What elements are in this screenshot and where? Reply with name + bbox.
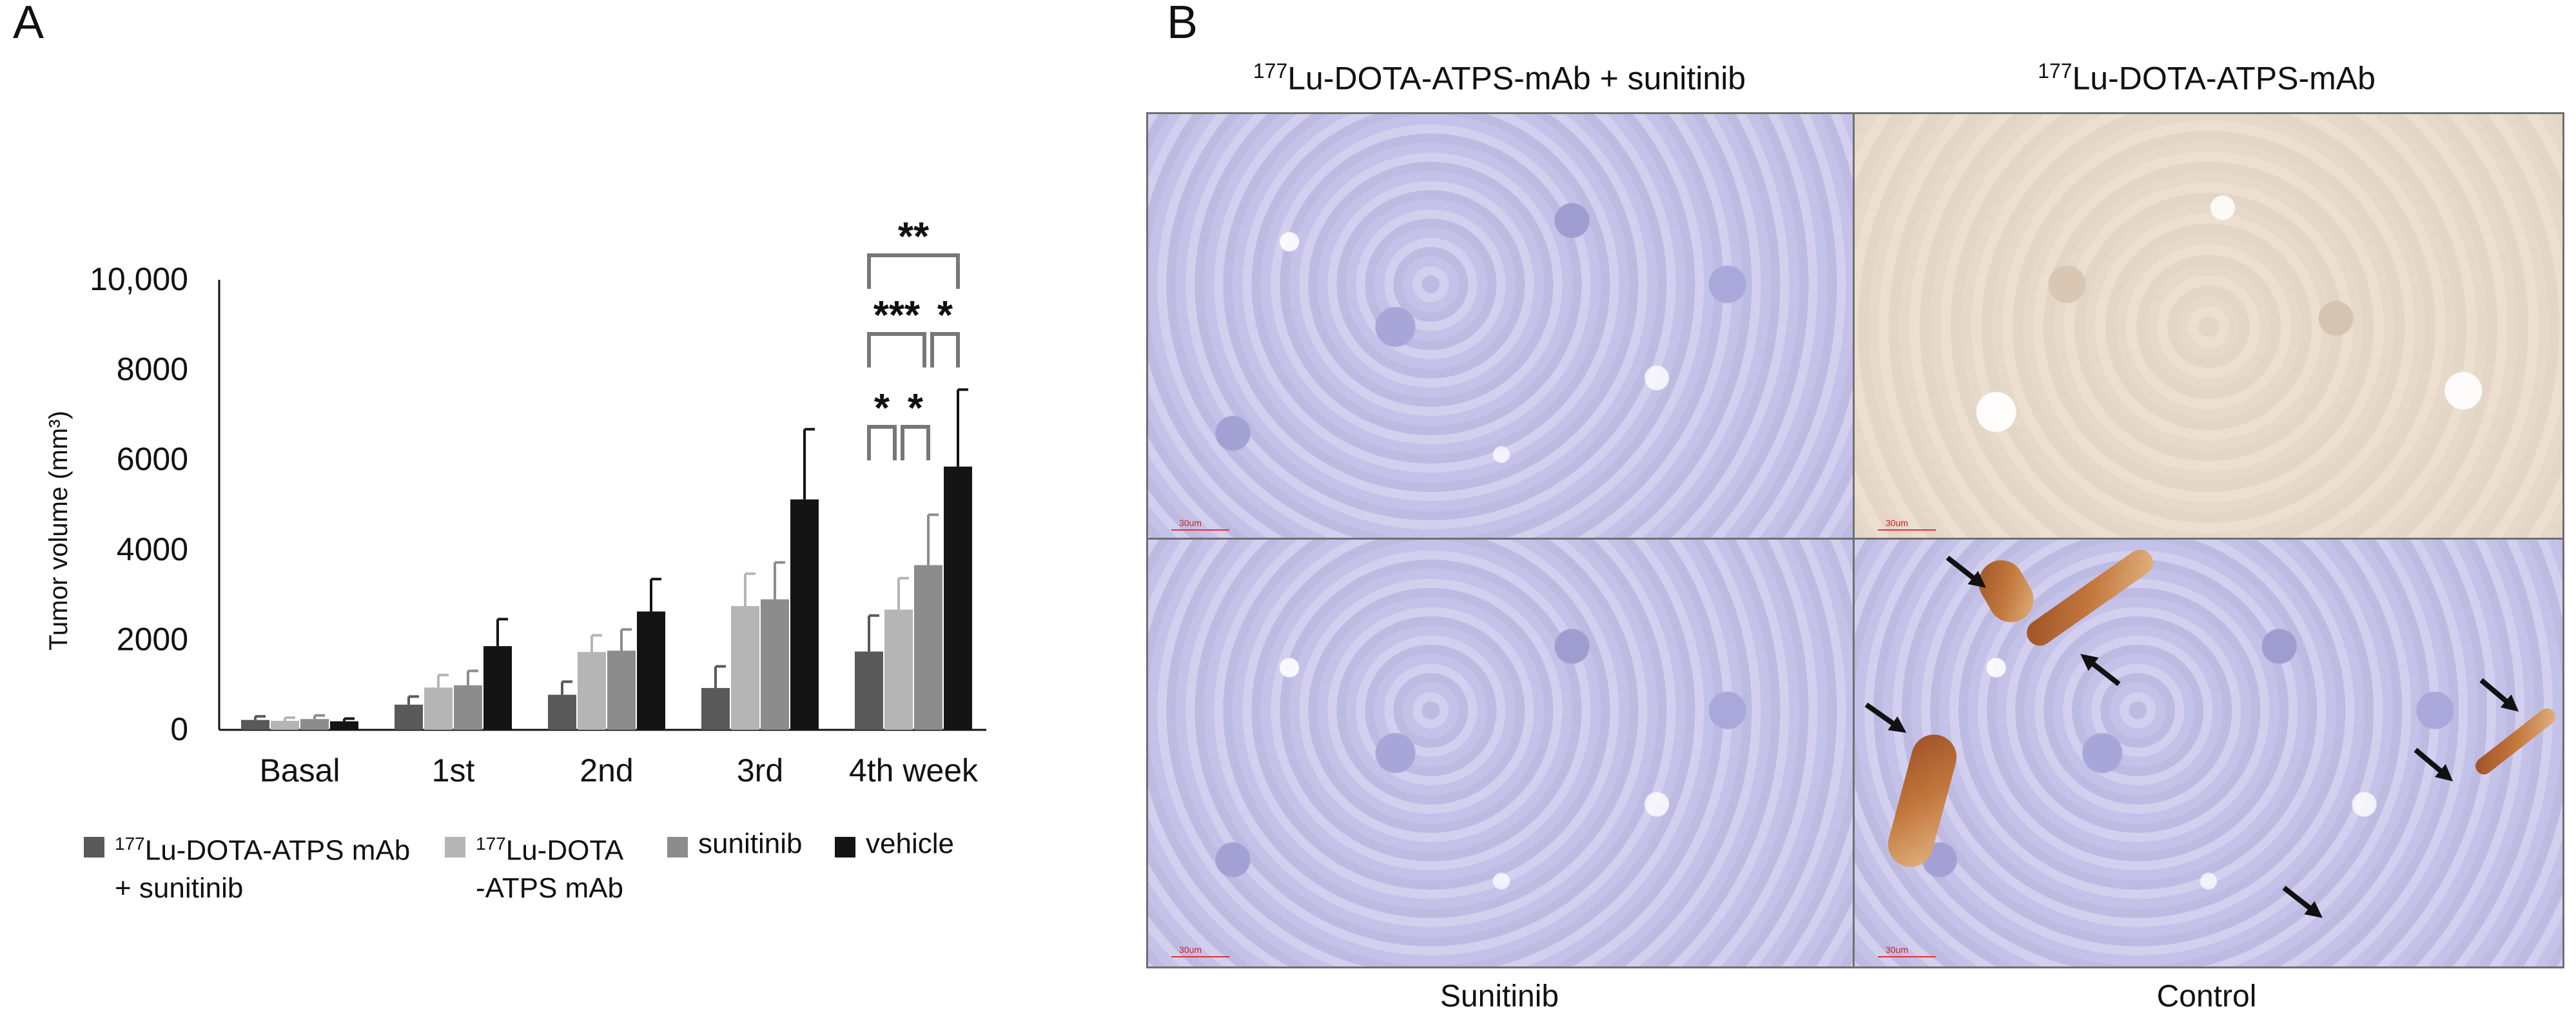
- x-tick-label: 3rd: [737, 752, 783, 789]
- legend-swatch-combo: [84, 837, 104, 858]
- arrow-icon: [2087, 659, 2121, 687]
- scale-bar: [1171, 529, 1229, 531]
- legend-item-vehicle: vehicle: [835, 825, 954, 863]
- scale-bar: [1878, 956, 1936, 957]
- x-tick-label: 4th week: [849, 752, 979, 789]
- legend-label-sunitinib: sunitinib: [698, 828, 803, 859]
- arrow-icon: [1946, 555, 1979, 583]
- y-tick-label: 4000: [117, 531, 188, 567]
- label-sunitinib: Sunitinib: [1439, 979, 1559, 1014]
- bar: [330, 721, 358, 730]
- panel-b-label: B: [1167, 0, 1198, 48]
- x-tick-label: Basal: [259, 752, 340, 789]
- x-tick-label: 1st: [432, 752, 475, 789]
- legend-swatch-sunitinib: [667, 837, 688, 858]
- bar: [761, 599, 789, 730]
- scale-label: 30um: [1886, 518, 1909, 528]
- label-control: Control: [2156, 979, 2257, 1014]
- bar: [790, 499, 819, 730]
- legend: 177Lu-DOTA-ATPS mAb + sunitinib 177Lu-DO…: [84, 825, 1147, 935]
- significance-bracket: [867, 332, 926, 368]
- arrow-icon: [2414, 747, 2446, 776]
- legend-item-mab: 177Lu-DOTA -ATPS mAb: [445, 825, 623, 907]
- stained-vessel: [2472, 705, 2559, 778]
- legend-swatch-vehicle: [835, 837, 855, 858]
- y-tick-label: 8000: [117, 351, 188, 387]
- legend-label-mab: 177Lu-DOTA -ATPS mAb: [476, 834, 624, 904]
- bar: [884, 609, 913, 730]
- bar: [731, 606, 759, 730]
- significance-bracket: [867, 253, 960, 289]
- micrograph-sunitinib: 30um: [1146, 538, 1857, 968]
- bar: [548, 694, 576, 730]
- legend-label-vehicle: vehicle: [866, 828, 954, 859]
- bar: [914, 565, 942, 730]
- legend-label-combo: 177Lu-DOTA-ATPS mAb + sunitinib: [115, 834, 411, 904]
- bar: [701, 688, 730, 730]
- significance-label: ***: [873, 293, 921, 338]
- stained-vessel: [1883, 729, 1962, 872]
- bar: [300, 719, 329, 730]
- legend-item-sunitinib: sunitinib: [667, 825, 802, 863]
- arrow-icon: [2282, 885, 2316, 913]
- scale-label: 30um: [1886, 945, 1909, 955]
- bar: [578, 652, 606, 730]
- y-axis-label: Tumor volume (mm³): [44, 411, 73, 651]
- significance-label: *: [874, 386, 890, 431]
- col-title-combo: 177Lu-DOTA-ATPS-mAb + sunitinib: [1253, 59, 1746, 97]
- scale-bar: [1171, 956, 1229, 957]
- significance-bracket: [930, 332, 960, 368]
- legend-swatch-mab: [445, 837, 465, 858]
- y-tick-label: 6000: [117, 441, 188, 477]
- col-title-mab: 177Lu-DOTA-ATPS-mAb: [2038, 59, 2376, 97]
- significance-bracket: [901, 425, 930, 460]
- micrograph-control: 30um: [1853, 538, 2564, 968]
- scale-label: 30um: [1179, 518, 1202, 528]
- significance-label: *: [908, 386, 924, 431]
- y-tick-label: 10,000: [90, 261, 188, 297]
- arrow-icon: [2479, 678, 2512, 707]
- significance-label: **: [898, 215, 930, 259]
- y-tick-label: 2000: [117, 621, 188, 657]
- bar: [424, 687, 453, 730]
- significance-bracket: [867, 425, 897, 460]
- micrograph-mab: 30um: [1853, 112, 2564, 542]
- scale-label: 30um: [1179, 945, 1202, 955]
- micrograph-combo: 30um: [1146, 112, 1857, 542]
- bar: [271, 721, 299, 730]
- bar-chart: 0 2000 4000 6000 8000 10,000 Tumor volume (mm³…: [44, 215, 986, 789]
- bar: [855, 651, 883, 730]
- x-tick-label: 2nd: [580, 752, 633, 789]
- bar: [241, 720, 269, 730]
- bar: [483, 646, 512, 730]
- bar: [395, 704, 423, 730]
- bar: [944, 466, 972, 730]
- panel-a-label: A: [13, 0, 44, 48]
- bar: [637, 611, 665, 730]
- bar: [607, 651, 636, 730]
- stained-vessel: [2022, 544, 2158, 651]
- arrow-icon: [1864, 702, 1898, 729]
- significance-label: *: [937, 293, 953, 338]
- y-tick-label: 0: [170, 711, 188, 747]
- legend-item-combo: 177Lu-DOTA-ATPS mAb + sunitinib: [84, 825, 410, 907]
- scale-bar: [1878, 529, 1936, 531]
- bar: [454, 685, 482, 730]
